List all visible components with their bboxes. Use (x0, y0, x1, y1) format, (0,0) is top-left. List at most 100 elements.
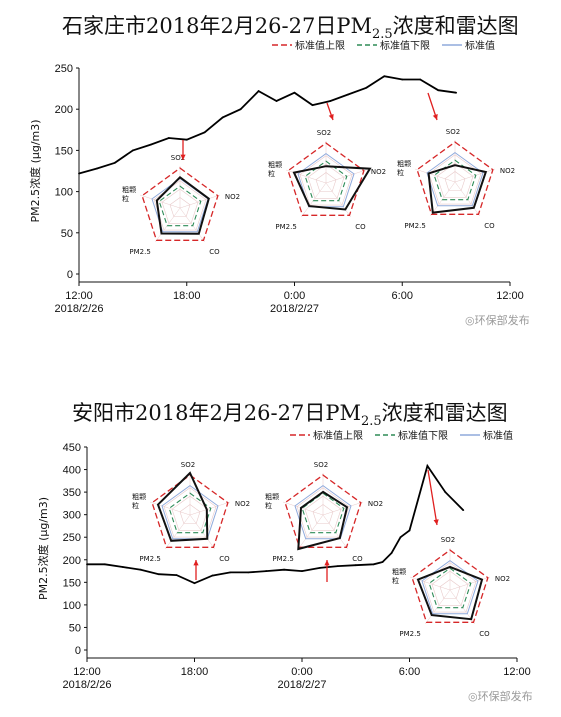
legend-label-0: 标准值上限 (313, 429, 363, 442)
data-point (329, 100, 332, 102)
radar-gridline-0 (169, 197, 191, 217)
radar-lower-limit (168, 492, 212, 534)
radar-upper-limit (416, 141, 494, 215)
radar-upper-limit (141, 167, 219, 241)
radar-data (156, 471, 209, 542)
radar-spoke-3 (301, 182, 327, 218)
data-point (390, 552, 393, 554)
y-tick-label: 0 (67, 269, 73, 281)
radar-lower-limit (428, 567, 472, 609)
radar-label-co: CO (352, 555, 363, 563)
legend-label-1: 标准值下限 (398, 429, 448, 442)
y-tick-label: 350 (63, 487, 81, 499)
watermark-1: ◎环保部发布 (465, 313, 530, 327)
radar-label-co: CO (209, 248, 220, 256)
radar-chart-0-0: SO2 NO2 CO PM2.5 粗颗粒 (122, 154, 240, 256)
data-point (229, 571, 232, 574)
radar-lower-limit (304, 160, 348, 202)
radar-label-pm25: PM2.5 (404, 222, 425, 230)
annotation-arrow-1-2 (427, 469, 438, 526)
radar-spoke-3 (425, 589, 451, 625)
legend-label-2: 标准值 (483, 429, 513, 442)
radar-spoke-4 (139, 194, 181, 209)
radar-label-coarse-line1: 粗颗 (268, 160, 282, 169)
data-point (419, 78, 422, 81)
data-point (311, 104, 314, 106)
radar-gridline-1 (307, 163, 345, 199)
radar-label-coarse-line2: 粒 (132, 501, 139, 510)
data-point (426, 465, 429, 467)
radar-upper-limit (284, 474, 362, 548)
y-tick-label: 200 (55, 104, 73, 116)
y-tick-label: 150 (55, 145, 73, 157)
radar-label-so2: SO2 (317, 129, 331, 137)
radar-spoke-1 (189, 501, 231, 516)
radar-label-pm25: PM2.5 (275, 223, 296, 231)
data-point (401, 78, 404, 81)
radar-spoke-3 (165, 514, 191, 550)
data-point (149, 143, 152, 146)
series-line-pm25 (87, 463, 464, 585)
y-axis-label: PM2.5浓度 (μg/m3) (36, 497, 50, 600)
chart-title-subscript: 2.5 (361, 414, 382, 429)
radar-upper-limit (287, 142, 365, 216)
data-point (408, 529, 411, 532)
radar-spoke-2 (189, 514, 215, 550)
radar-spoke-1 (325, 169, 367, 184)
data-point (265, 570, 268, 572)
radar-label-pm25: PM2.5 (139, 555, 160, 563)
y-tick-label: 400 (63, 465, 81, 477)
radar-label-no2: NO2 (235, 500, 250, 508)
y-axis-label: PM2.5浓度 (μg/m3) (28, 119, 42, 222)
data-point (283, 568, 285, 571)
y-tick-label: 150 (63, 577, 81, 589)
data-point (399, 536, 402, 539)
radar-chart-0-1: SO2 NO2 CO PM2.5 粗颗粒 (268, 129, 386, 231)
radar-gridline-1 (431, 570, 469, 606)
radar-label-coarse-line1: 粗颗 (265, 492, 279, 501)
radar-spoke-1 (449, 576, 491, 591)
data-point (96, 167, 98, 170)
radar-lower-limit (301, 492, 345, 534)
radar-data (297, 490, 349, 551)
radar-label-coarse-line2: 粒 (397, 168, 404, 177)
radar-spoke-4 (409, 576, 451, 591)
y-tick-label: 50 (69, 622, 81, 634)
data-point (301, 570, 303, 572)
radar-upper-limit (411, 549, 489, 623)
radar-label-no2: NO2 (371, 168, 386, 176)
radar-gridline-2 (296, 487, 350, 538)
radar-label-co: CO (479, 630, 490, 638)
x-tick-label: 18:00 (173, 290, 201, 302)
data-point (336, 565, 339, 567)
chart-title-main: 安阳市2018年2月26-27日PM (72, 401, 361, 425)
radar-label-co: CO (355, 223, 366, 231)
chart-title: 安阳市2018年2月26-27日PM2.5浓度和雷达图 (72, 401, 508, 429)
chart-title-tail: 浓度和雷达图 (382, 401, 508, 425)
x-tick-label: 18:00 (181, 666, 209, 678)
radar-gridline-0 (444, 171, 466, 191)
radar-gridline-0 (312, 504, 334, 524)
data-point (455, 91, 458, 94)
radar-data (416, 565, 484, 621)
y-tick-label: 0 (75, 645, 81, 657)
radar-label-so2: SO2 (446, 128, 460, 136)
radar-label-no2: NO2 (495, 575, 510, 583)
data-point (462, 509, 465, 512)
radar-chart-1-2: SO2 NO2 CO PM2.5 粗颗粒 (392, 536, 510, 638)
radar-spoke-1 (322, 501, 364, 516)
y-tick-label: 100 (63, 600, 81, 612)
radar-gridline-2 (153, 180, 207, 231)
y-tick-label: 450 (63, 442, 81, 454)
data-point (444, 491, 447, 494)
data-point (104, 563, 106, 566)
annotation-arrowhead-0-1 (328, 114, 334, 120)
radar-standard (421, 559, 479, 615)
y-tick-label: 50 (61, 228, 73, 240)
data-point (381, 561, 384, 563)
radar-spoke-1 (454, 168, 496, 183)
data-point (86, 563, 88, 566)
data-point (354, 564, 357, 567)
